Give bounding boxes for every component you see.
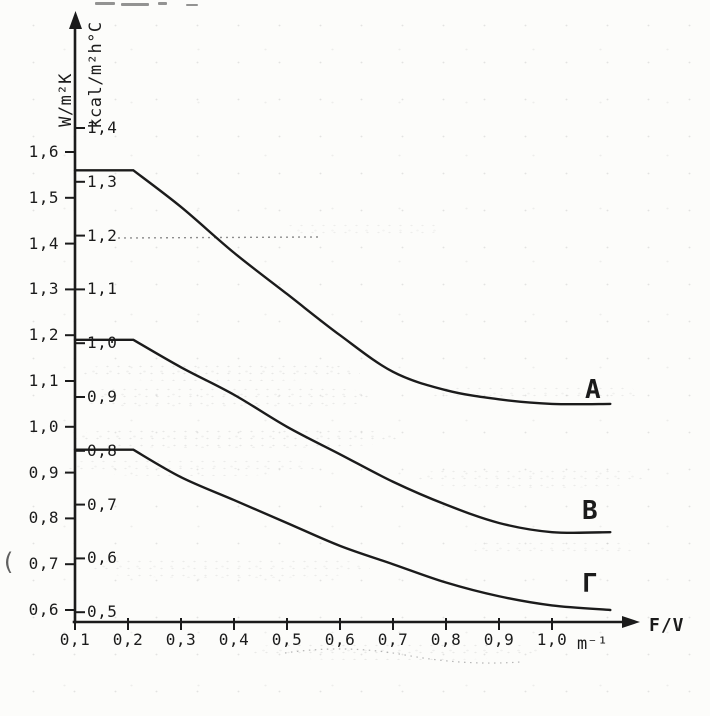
- y-tick-label-primary: 1,0: [28, 416, 59, 436]
- y-axis-unit-secondary: kcal/m²h°C: [86, 21, 106, 129]
- x-tick-label: 0,9: [483, 630, 515, 649]
- y-tick-label-secondary: 1,2: [87, 225, 118, 245]
- y-tick-label-primary: 1,6: [28, 142, 59, 161]
- x-axis-quantity-label: F/V: [649, 615, 685, 636]
- x-tick-label: 0,2: [112, 630, 144, 649]
- y-tick-label-secondary: 1,0: [87, 333, 118, 353]
- x-tick-label: 0,7: [377, 630, 409, 649]
- scan-edge-mark: [121, 3, 149, 6]
- y-tick-label-secondary: 1,1: [87, 279, 118, 299]
- scan-edge-mark: [186, 4, 198, 6]
- curve-label-B: B: [582, 496, 598, 526]
- x-tick-label: 0,4: [218, 630, 250, 649]
- x-tick-label: 0,5: [271, 630, 303, 649]
- x-axis-arrow: [622, 616, 640, 628]
- scan-dotted-squiggle: [284, 648, 521, 664]
- y-tick-label-primary: 1,4: [28, 233, 59, 253]
- x-tick-label: 1,0: [536, 630, 568, 649]
- y-tick-label-primary: 0,6: [28, 600, 59, 619]
- y-tick-label-primary: 0,7: [28, 554, 59, 574]
- y-tick-label-secondary: 0,5: [87, 602, 118, 622]
- curve-B: [73, 338, 612, 535]
- x-tick-label: 0,6: [324, 630, 356, 649]
- x-tick-label: 0,3: [165, 630, 197, 649]
- y-tick-label-primary: 1,3: [28, 279, 59, 299]
- y-tick-label-primary: 0,9: [28, 462, 59, 482]
- x-axis-unit-label: m⁻¹: [577, 634, 608, 654]
- y-axis-unit-primary: W/m²K: [56, 73, 76, 127]
- y-tick-label-secondary: 1,4: [87, 118, 118, 137]
- y-tick-label-secondary: 0,9: [87, 387, 118, 406]
- curve-label-Gamma: Γ: [582, 569, 598, 599]
- y-tick-label-primary: 1,2: [28, 325, 59, 345]
- x-tick-label: 0,1: [59, 630, 91, 649]
- y-axis-arrow: [69, 11, 82, 29]
- y-tick-label-secondary: 0,6: [87, 548, 118, 568]
- x-tick-label: 0,8: [430, 630, 462, 649]
- y-tick-label-primary: 0,8: [28, 508, 59, 528]
- y-tick-label-secondary: 1,3: [87, 171, 118, 191]
- y-tick-label-primary: 1,1: [28, 371, 59, 390]
- curve-label-A: A: [585, 375, 601, 405]
- y-tick-label-primary: 1,5: [28, 187, 59, 207]
- curve-Γ: [73, 448, 612, 612]
- scan-edge-mark: [158, 2, 167, 5]
- scan-stray-mark: (: [1, 548, 16, 576]
- y-tick-label-secondary: 0,7: [87, 494, 118, 514]
- scan-edge-mark: [95, 2, 115, 5]
- curve-A: [73, 169, 612, 406]
- y-tick-label-secondary: 0,8: [87, 440, 118, 460]
